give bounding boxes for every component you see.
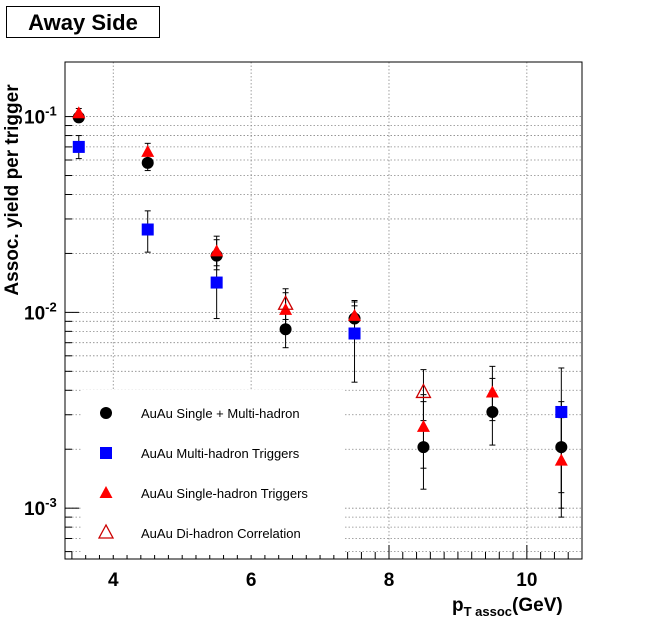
y-tick-label-base: 10 [24,499,45,520]
legend-label: AuAu Multi-hadron Triggers [141,446,300,461]
x-axis-label-unit: (GeV) [512,595,563,616]
y-tick-label-base: 10 [24,108,45,129]
legend-marker [100,407,112,419]
plot-frame [64,61,583,560]
x-axis-label-sub: T assoc [464,604,512,619]
data-point-triangle [210,244,224,257]
data-point-square [555,405,568,418]
y-tick-label-exponent: -3 [45,495,57,510]
y-tick-label-base: 10 [24,303,45,324]
legend-marker [97,523,115,539]
data-point-square [141,223,154,236]
x-tick-label: 10 [516,570,537,591]
data-point-circle [486,405,499,418]
x-tick-label: 4 [108,570,119,591]
x-axis-label: pT assoc(GeV) [452,595,563,619]
data-point-square [72,140,85,153]
legend-box [82,390,344,555]
data-point-triangle [416,419,430,432]
legend: AuAu Single + Multi-hadron AuAu Multi-had… [97,406,308,541]
data-point-triangle [554,453,568,466]
y-axis-label: Assoc. yield per trigger [2,84,23,296]
data-layer [72,106,568,518]
y-tick-label-exponent: -2 [45,299,57,314]
data-point-circle [555,441,568,454]
data-point-triangle-open [277,294,294,310]
y-tick-label: 10-2 [24,299,57,324]
data-point-triangle-open [415,383,432,399]
data-point-triangle [141,144,155,157]
y-tick-label: 10-3 [24,495,57,520]
data-point-triangle [348,308,362,321]
legend-label: AuAu Single-hadron Triggers [141,486,308,501]
legend-label: AuAu Single + Multi-hadron [141,406,300,421]
legend-label: AuAu Di-hadron Correlation [141,526,301,541]
data-point-circle [279,323,292,336]
y-tick-label-exponent: -1 [45,104,57,119]
data-point-triangle [485,385,499,398]
legend-marker [100,447,112,459]
y-tick-label: 10-1 [24,104,57,129]
data-point-triangle [72,106,86,119]
data-point-square [348,327,361,340]
legend-marker [99,486,113,498]
chart-title: Away Side [28,10,138,35]
data-point-circle [417,441,430,454]
x-axis-label-main: p [452,595,464,616]
x-tick-label: 8 [384,570,395,591]
data-point-square [210,276,223,289]
x-tick-label: 6 [246,570,257,591]
chart-title-box: Away Side [6,6,160,38]
data-point-circle [141,156,154,169]
